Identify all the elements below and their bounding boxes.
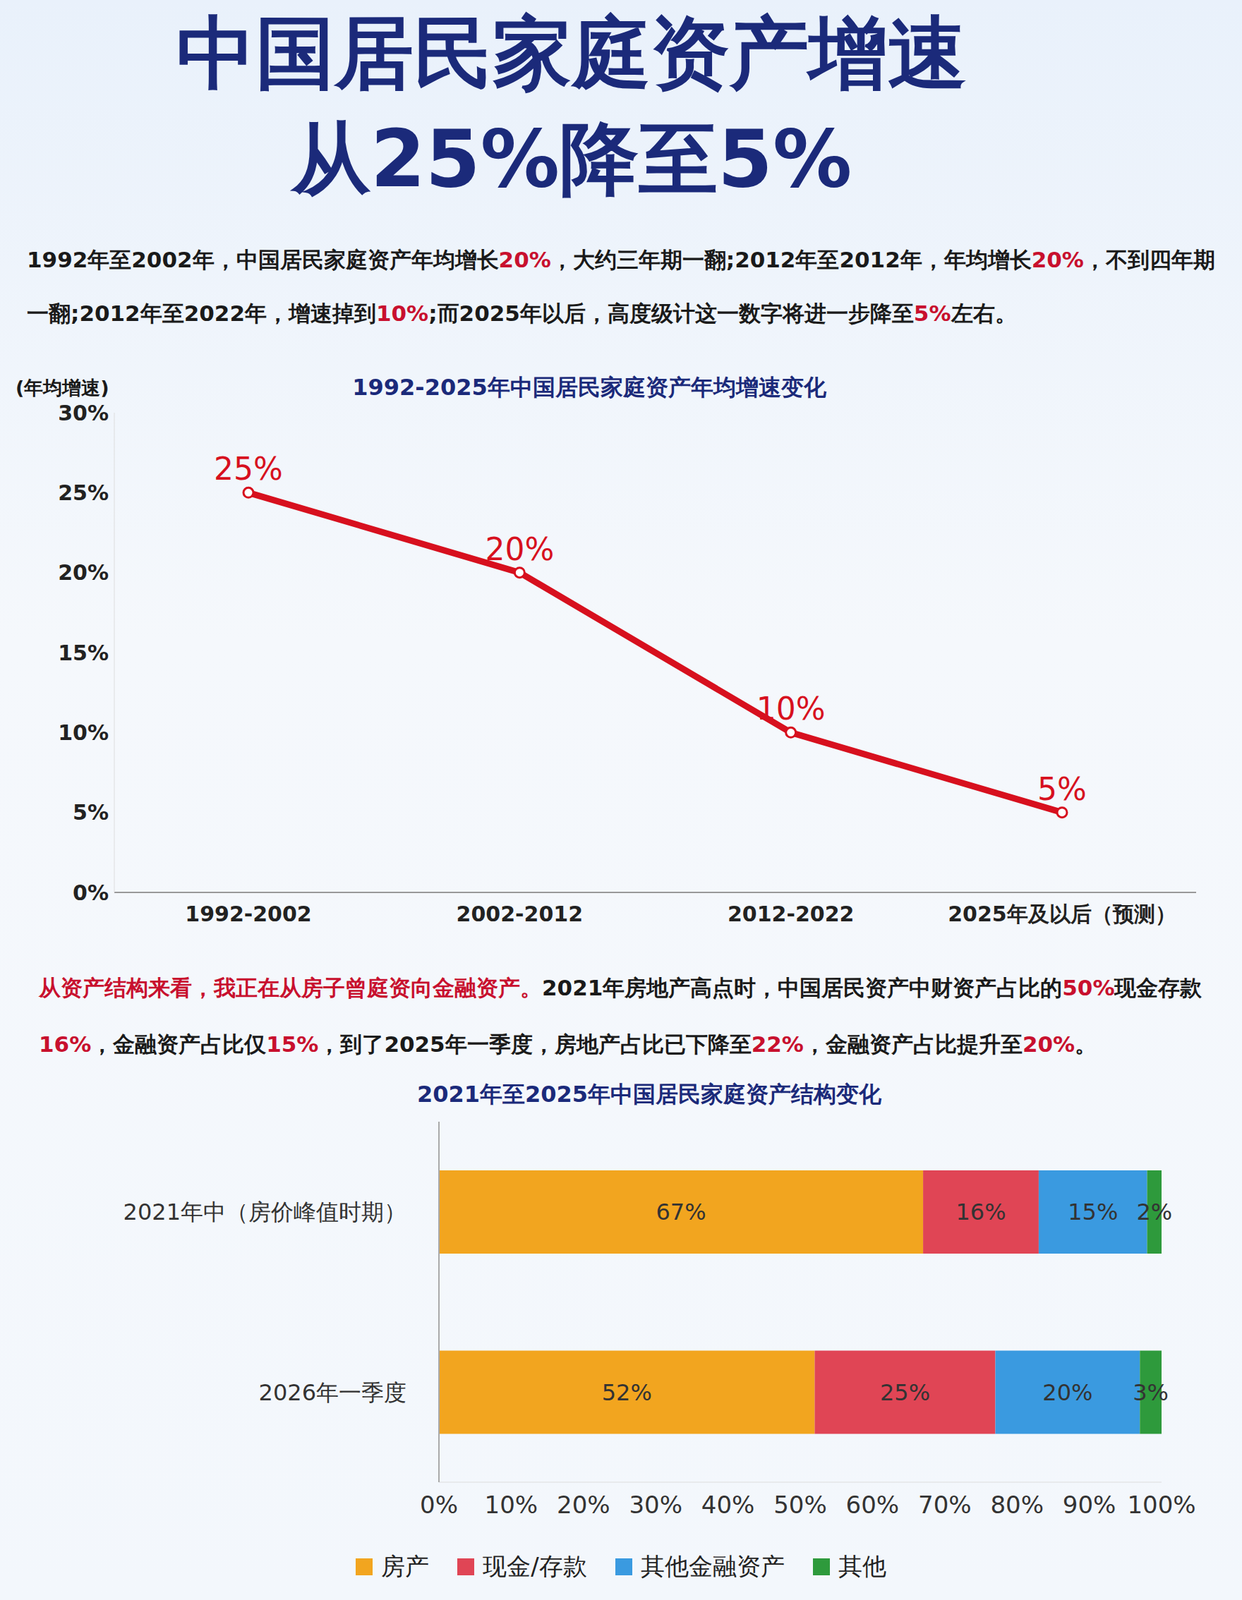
svg-text:2026年一季度: 2026年一季度 xyxy=(258,1379,407,1407)
svg-text:80%: 80% xyxy=(990,1491,1044,1520)
svg-text:1992-2002: 1992-2002 xyxy=(184,901,312,927)
svg-text:40%: 40% xyxy=(701,1491,756,1520)
html-text:房产: 房产 xyxy=(381,1552,430,1581)
svg-text:52%: 52% xyxy=(601,1379,653,1407)
svg-text:30%: 30% xyxy=(57,400,109,426)
svg-text:50%: 50% xyxy=(773,1491,828,1520)
svg-text:70%: 70% xyxy=(918,1491,972,1520)
svg-text:67%: 67% xyxy=(655,1198,706,1226)
svg-text:30%: 30% xyxy=(628,1491,683,1520)
html-text:1992-2025年中国居民家庭资产年均增速变化: 1992-2025年中国居民家庭资产年均增速变化 xyxy=(352,374,827,401)
svg-text:16%: 16% xyxy=(955,1198,1006,1226)
svg-text:15%: 15% xyxy=(1067,1198,1118,1226)
svg-text:100%: 100% xyxy=(1126,1491,1196,1520)
svg-text:10%: 10% xyxy=(57,720,109,746)
svg-text:20%: 20% xyxy=(1042,1379,1093,1407)
svg-text:0%: 0% xyxy=(72,880,109,906)
svg-text:5%: 5% xyxy=(1037,771,1087,808)
svg-text:2002-2012: 2002-2012 xyxy=(456,901,583,927)
svg-text:2025年及以后（预测）: 2025年及以后（预测） xyxy=(947,901,1177,927)
html-text:(年均增速): (年均增速) xyxy=(15,376,110,399)
html-text:2021年至2025年中国居民家庭资产结构变化: 2021年至2025年中国居民家庭资产结构变化 xyxy=(416,1081,882,1108)
html-text:其他金融资产: 其他金融资产 xyxy=(640,1552,785,1581)
svg-text:0%: 0% xyxy=(419,1491,458,1520)
svg-text:2012-2022: 2012-2022 xyxy=(727,901,854,927)
svg-text:20%: 20% xyxy=(556,1491,611,1520)
svg-text:90%: 90% xyxy=(1062,1491,1117,1520)
html-text:现金/存款: 现金/存款 xyxy=(482,1552,587,1581)
html-text:中国居民家庭资产增速: 中国居民家庭资产增速 xyxy=(176,7,967,99)
svg-text:25%: 25% xyxy=(57,480,109,506)
svg-text:2021年中（房价峰值时期）: 2021年中（房价峰值时期） xyxy=(123,1198,407,1226)
svg-text:5%: 5% xyxy=(72,800,109,825)
html-text:1992年至2002年，中国居民家庭资产年均增长20%，大约: 1992年至2002年，中国居民家庭资产年均增长20%，大约三年期一翻;2012… xyxy=(26,246,1216,327)
svg-text:20%: 20% xyxy=(484,531,554,568)
html-text:从25%降至5%: 从25%降至5% xyxy=(291,112,852,205)
html-text:16%，金融资产占比仅15%，到了2025年一季度，房地产占: 16%，金融资产占比仅15%，到了2025年一季度，房地产占比已下降至22%，金… xyxy=(38,1031,1097,1058)
svg-text:10%: 10% xyxy=(484,1491,539,1520)
svg-text:25%: 25% xyxy=(213,450,283,487)
svg-text:10%: 10% xyxy=(756,690,826,727)
svg-text:20%: 20% xyxy=(57,560,109,586)
svg-text:3%: 3% xyxy=(1132,1379,1169,1407)
svg-text:60%: 60% xyxy=(846,1491,900,1520)
svg-text:2%: 2% xyxy=(1136,1198,1173,1226)
svg-text:25%: 25% xyxy=(879,1379,931,1407)
html-text:其他: 其他 xyxy=(838,1552,887,1581)
svg-text:15%: 15% xyxy=(57,640,109,666)
html-text:从资产结构来看，我正在从房子曾庭资向金融资产。2021年房地: 从资产结构来看，我正在从房子曾庭资向金融资产。2021年房地产高点时，中国居民资… xyxy=(38,975,1203,1001)
